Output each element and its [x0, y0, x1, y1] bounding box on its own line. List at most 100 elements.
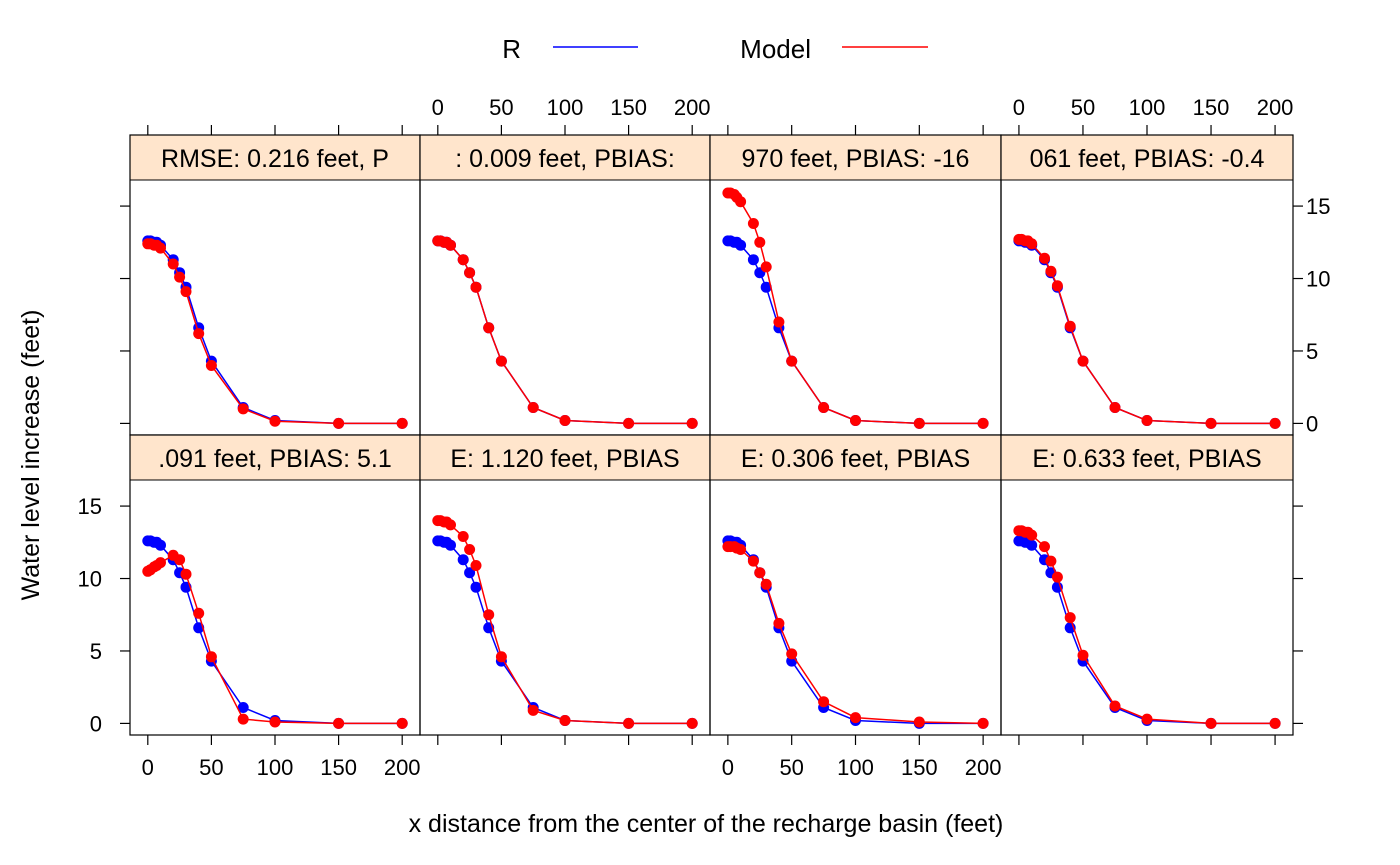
series-model-point [1064, 320, 1076, 332]
series-model-point [623, 417, 635, 429]
x-tick-label: 200 [674, 95, 711, 120]
panel-2: : 0.009 feet, PBIAS: [419, 134, 711, 436]
y-tick-label: 5 [1306, 339, 1318, 364]
series-model-point [470, 281, 482, 293]
series-model-point [977, 417, 989, 429]
panel-data [432, 515, 698, 729]
x-tick-label: 50 [489, 95, 513, 120]
series-model-point [760, 578, 772, 590]
series-r-line [437, 240, 693, 425]
series-r-point [747, 254, 759, 266]
series-model-line [437, 519, 693, 725]
strip-label: E: 0.633 feet, PBIAS [1032, 445, 1261, 473]
series-model-point [445, 519, 456, 531]
series-model-point [1039, 252, 1050, 264]
series-model-point [333, 717, 345, 729]
series-model-point [1205, 417, 1217, 429]
strip-label: .091 feet, PBIAS: 5.1 [158, 445, 391, 473]
x-tick-label: 50 [1071, 95, 1095, 120]
series-model-point [174, 271, 186, 283]
series-model-point [623, 717, 635, 729]
series-model-point [1109, 402, 1121, 413]
series-model-point [1045, 265, 1057, 277]
series-model-point [155, 557, 166, 569]
series-model-point [464, 544, 476, 555]
series-model-point [1109, 700, 1121, 712]
x-tick-label: 150 [1193, 95, 1230, 120]
series-model-point [786, 648, 798, 660]
series-r-point [1026, 539, 1038, 551]
panel-data [142, 235, 408, 429]
series-model-point [913, 716, 925, 728]
series-model-point [180, 286, 192, 298]
x-tick-label: 0 [432, 95, 444, 120]
series-model-point [457, 531, 469, 542]
panel-data [142, 535, 408, 729]
y-tick-label: 15 [1306, 194, 1330, 219]
series-model-point [269, 716, 281, 728]
panel-4: 061 feet, PBIAS: -0.4 [1000, 134, 1294, 436]
strip-background [419, 434, 711, 481]
x-tick-label: 0 [722, 755, 734, 780]
series-model-point [786, 355, 798, 367]
series-model-point [495, 651, 507, 663]
y-tick-label: 15 [78, 494, 102, 519]
series-model-point [754, 236, 766, 248]
series-model-point [1051, 571, 1063, 583]
series-model-point [483, 322, 495, 334]
x-tick-label: 50 [199, 755, 223, 780]
series-model-point [269, 415, 281, 427]
series-model-line [1018, 529, 1276, 725]
x-tick-label: 150 [320, 755, 357, 780]
y-tick-label: 0 [90, 711, 102, 736]
series-model-point [333, 417, 345, 429]
series-model-point [237, 403, 249, 415]
series-model-point [457, 254, 469, 266]
series-r-line [1018, 540, 1276, 725]
x-axis-label: x distance from the center of the rechar… [409, 810, 1004, 838]
series-model-point [527, 402, 539, 413]
series-model-point [445, 239, 456, 251]
series-model-point [559, 715, 571, 726]
series-r-point [735, 239, 747, 251]
series-r-point [445, 539, 456, 551]
series-model-point [464, 267, 476, 279]
x-tick-label: 100 [547, 95, 584, 120]
y-tick-label: 10 [78, 567, 102, 592]
series-model-point [1051, 280, 1063, 292]
series-model-point [559, 415, 571, 426]
series-model-point [205, 651, 217, 663]
y-tick-label: 0 [1306, 411, 1318, 436]
legend-label-model: Model [740, 34, 811, 64]
panel-8: E: 0.633 feet, PBIAS [1000, 434, 1294, 736]
series-model-point [205, 360, 217, 371]
series-model-point [470, 560, 482, 571]
series-r-point [464, 567, 476, 579]
series-model-point [735, 544, 747, 555]
x-tick-label: 50 [779, 755, 803, 780]
panel-3: 970 feet, PBIAS: -16 [709, 134, 1002, 436]
series-model-point [193, 328, 205, 340]
series-model-point [155, 242, 166, 254]
legend-label-r: R [502, 34, 521, 64]
series-model-point [1269, 417, 1281, 429]
panel-data [432, 235, 698, 429]
series-r-point [237, 702, 249, 713]
strip-background [1000, 434, 1294, 481]
panel-5: .091 feet, PBIAS: 5.1 [129, 434, 421, 736]
x-tick-label: 100 [257, 755, 294, 780]
series-r-line [1018, 240, 1276, 425]
series-model-point [735, 196, 747, 208]
panel-data [722, 535, 989, 729]
x-tick-label: 0 [1013, 95, 1025, 120]
series-model-point [977, 717, 989, 729]
series-model-line [147, 554, 403, 725]
series-model-point [773, 316, 785, 328]
y-axis-label: Water level increase (feet) [17, 310, 45, 601]
series-model-point [760, 261, 772, 273]
x-tick-label: 200 [1257, 95, 1294, 120]
series-model-point [527, 704, 539, 716]
series-model-point [1077, 355, 1089, 367]
series-r-line [727, 540, 984, 725]
